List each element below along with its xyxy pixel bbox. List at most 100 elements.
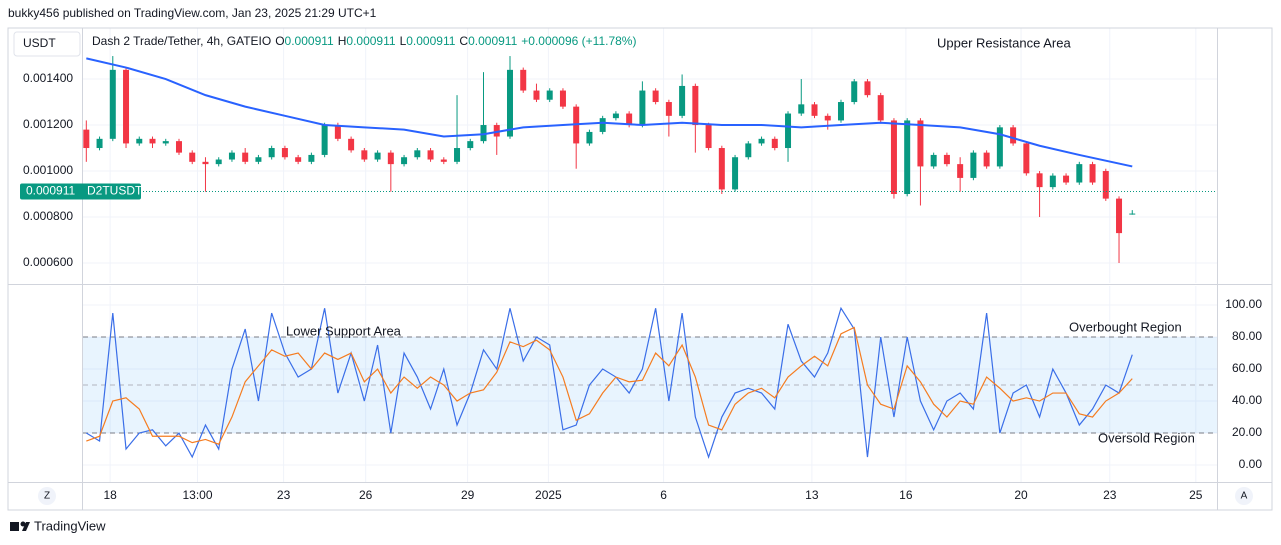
candle-body (109, 69, 116, 139)
candle-body (228, 152, 235, 160)
currency: USDT (23, 36, 56, 50)
candle-body (480, 125, 487, 142)
candle-body (281, 148, 288, 158)
candle-body (586, 131, 593, 144)
annotation: Oversold Region (1098, 430, 1195, 445)
candle-body (930, 154, 937, 167)
x-tick-label: 18 (103, 488, 117, 502)
candle-body (1076, 164, 1083, 183)
candle-body (877, 95, 884, 121)
frame (7, 27, 1273, 511)
candle-body (692, 85, 699, 126)
moving-average (86, 57, 1133, 168)
annotation: Lower Support Area (286, 323, 402, 338)
candle-body (957, 164, 964, 178)
candle-body (665, 102, 672, 116)
candle-body (917, 120, 924, 167)
y-tick-label: 0.00 (1239, 457, 1263, 471)
ohlc-label: L (400, 34, 407, 48)
oscillator-line (85, 306, 1133, 459)
candle-body (996, 127, 1003, 167)
annotation: Upper Resistance Area (937, 35, 1071, 50)
y-tick-label: 80.00 (1232, 329, 1262, 343)
candle-body (771, 138, 778, 149)
candle-body (427, 150, 434, 160)
axis-button[interactable] (1235, 487, 1253, 505)
candle-body (533, 90, 540, 100)
ohlc-value: 0.000911 (285, 34, 334, 48)
candle-body (334, 125, 341, 139)
currency-button[interactable] (13, 31, 81, 57)
candle-body (136, 138, 143, 144)
x-tick-label: 26 (359, 488, 373, 502)
candle-body (612, 113, 619, 119)
candle-body (1023, 143, 1030, 174)
candle-body (295, 157, 302, 162)
y-tick-label: 100.00 (1225, 297, 1262, 311)
axis-button-label: A (1241, 491, 1248, 502)
candle-body (162, 141, 169, 144)
y-tick-label: 0.000600 (23, 255, 73, 269)
last-price-label: 0.000911 (26, 184, 75, 198)
candle-body (626, 113, 633, 126)
ohlc-label: C (459, 34, 468, 48)
candle-body (1089, 164, 1096, 183)
candle-body (414, 150, 421, 158)
candle-body (387, 152, 394, 165)
candle-body (175, 141, 182, 153)
y-tick-label: 20.00 (1232, 425, 1262, 439)
x-tick-label: 23 (277, 488, 291, 502)
candle-body (1129, 213, 1136, 215)
candle-body (599, 118, 606, 132)
candle-body (308, 154, 315, 162)
publisher: bukky456 published on TradingView.com, J… (8, 6, 377, 20)
logo (10, 521, 30, 531)
candle-body (851, 81, 858, 103)
x-tick-label: 2025 (535, 488, 562, 502)
candle-body (1116, 198, 1123, 234)
oscillator-line (86, 326, 1133, 445)
candle-body (745, 143, 752, 158)
candle-body (454, 148, 461, 162)
annotation: Overbought Region (1069, 319, 1182, 334)
candle-body (189, 152, 196, 162)
axis-button[interactable] (38, 487, 56, 505)
candle-body (705, 125, 712, 149)
candle-body (864, 81, 871, 96)
x-tick-label: 13 (805, 488, 819, 502)
candle-body (1036, 173, 1043, 188)
change: +0.000096 (+11.78%) (521, 34, 636, 48)
x-tick-label: 16 (899, 488, 913, 502)
y-tick-label: 40.00 (1232, 393, 1262, 407)
candle-body (1010, 127, 1017, 144)
x-tick-label: 23 (1103, 488, 1117, 502)
candle-body (732, 157, 739, 190)
candle-body (890, 120, 897, 195)
candle-body (1102, 171, 1109, 199)
candle-body (520, 69, 527, 91)
candle-body (546, 90, 553, 100)
candle-body (255, 157, 262, 162)
candle-body (123, 69, 130, 144)
legend: Dash 2 Trade/Tether, 4h, GATEIO O0.000911… (92, 34, 636, 48)
axis-button-label: Z (44, 491, 50, 502)
candle-body (785, 113, 792, 149)
candle-body (639, 90, 646, 126)
candle-body (1063, 175, 1070, 183)
candle-body (96, 138, 103, 149)
candle-body (467, 141, 474, 149)
candle-body (943, 154, 950, 165)
ohlc-value: 0.000911 (406, 34, 455, 48)
y-tick-label: 0.001400 (23, 71, 73, 85)
candle-body (679, 85, 686, 116)
candle-body (983, 152, 990, 167)
symbol: Dash 2 Trade/Tether, 4h, GATEIO (92, 34, 271, 48)
ohlc-value: 0.000911 (346, 34, 395, 48)
candle-body (149, 138, 156, 144)
candle-body (321, 125, 328, 155)
candle-body (758, 138, 765, 144)
candle-body (824, 115, 831, 121)
brand: TradingView (34, 518, 106, 533)
candle-body (811, 104, 818, 116)
